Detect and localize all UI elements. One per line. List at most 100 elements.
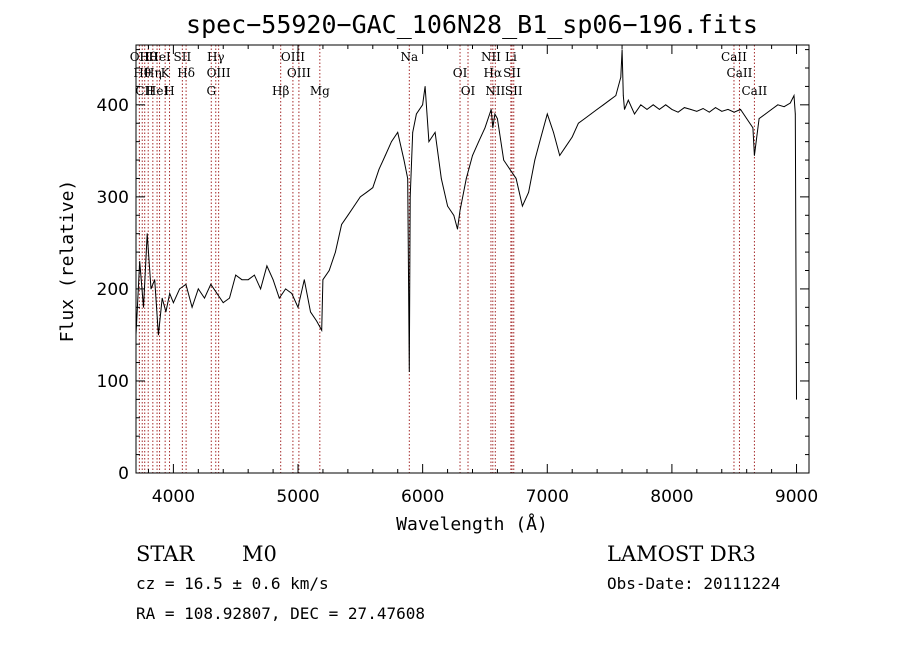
data-point [515, 178, 517, 179]
data-point [733, 111, 735, 113]
data-point [690, 109, 692, 110]
data-point [758, 118, 760, 120]
line-marker-label: SII [503, 66, 521, 80]
line-marker-label: CaII [721, 50, 747, 64]
data-point [341, 224, 343, 225]
line-marker-label: HeI [146, 84, 169, 98]
data-point [796, 398, 797, 400]
data-point [409, 196, 411, 198]
data-point [665, 104, 667, 106]
line-marker-label: OIII [207, 66, 231, 80]
y-tick-label: 400 [97, 96, 129, 116]
data-point [285, 288, 286, 290]
chart-title: spec−55920−GAC_106N28_B1_sp06−196.fits [186, 10, 758, 39]
data-point [478, 141, 480, 143]
data-point [789, 102, 791, 104]
data-point [490, 109, 492, 110]
line-marker-label: Hα [484, 66, 503, 80]
data-point [465, 178, 467, 179]
y-axis-label: Flux (relative) [57, 180, 78, 343]
data-point [253, 274, 255, 276]
data-point [272, 279, 274, 281]
data-point [584, 118, 586, 120]
line-marker-label: CaII [741, 84, 767, 98]
line-marker-label: OII [130, 50, 150, 64]
data-point [229, 297, 230, 299]
y-tick-label: 300 [97, 188, 129, 208]
line-marker-label: H [164, 84, 174, 98]
data-point [457, 228, 458, 230]
line-marker-label: NII [481, 50, 501, 64]
line-marker-label: Hδ [177, 66, 195, 80]
data-point [677, 111, 679, 113]
data-point [440, 178, 442, 179]
line-marker-label: Mg [310, 84, 330, 98]
data-point [794, 113, 796, 115]
data-point [191, 306, 193, 308]
data-point [540, 136, 542, 138]
data-point [503, 159, 505, 161]
line-marker-label: Li [505, 50, 517, 64]
data-point [428, 141, 430, 143]
data-point [494, 113, 496, 115]
x-axis-ticks: 4000 5000 6000 7000 8000 9000 [147, 45, 818, 507]
data-point [634, 113, 635, 115]
y-tick-label: 0 [118, 464, 129, 484]
data-point [534, 159, 536, 161]
data-point [609, 99, 610, 101]
data-point [146, 233, 148, 235]
data-point [553, 132, 554, 133]
data-point [565, 145, 567, 147]
data-point [721, 110, 723, 112]
data-point [521, 205, 523, 207]
line-marker-label: Hβ [272, 84, 289, 98]
data-point [150, 288, 152, 290]
x-tick-label: 7000 [526, 487, 569, 507]
data-point [652, 104, 654, 106]
object-class: STAR [136, 542, 195, 566]
data-point [216, 293, 218, 294]
data-point [322, 279, 324, 281]
data-point [640, 104, 642, 106]
data-point [278, 297, 280, 299]
x-tick-label: 6000 [401, 487, 444, 507]
data-point [777, 104, 779, 106]
line-marker-label: Na [400, 50, 418, 64]
data-point [622, 95, 624, 97]
data-point [316, 320, 318, 322]
line-marker-label: CII [135, 84, 154, 98]
data-point [169, 293, 171, 294]
data-point [602, 104, 604, 106]
line-marker-label: OIII [287, 66, 311, 80]
data-point [708, 111, 710, 113]
data-point [266, 265, 268, 267]
data-point [185, 283, 187, 285]
series-line [135, 49, 797, 400]
data-point [746, 118, 748, 120]
series-group [135, 49, 797, 400]
data-point [447, 205, 448, 207]
data-point [179, 288, 181, 290]
data-point [492, 127, 494, 129]
data-point [335, 251, 336, 253]
data-point [424, 86, 426, 87]
data-point [291, 293, 293, 294]
data-point [303, 279, 305, 281]
data-point [627, 99, 629, 101]
data-point [297, 306, 299, 308]
data-point [771, 109, 773, 110]
data-point [407, 178, 409, 179]
data-point [397, 132, 399, 133]
data-point [347, 214, 349, 216]
data-point [391, 141, 392, 143]
redshift-velocity: cz = 16.5 ± 0.6 km/s [136, 574, 329, 593]
data-point [158, 334, 159, 336]
plot-frame [135, 44, 810, 474]
data-point [165, 311, 167, 313]
data-point [621, 49, 623, 51]
data-point [453, 214, 455, 216]
data-point [366, 191, 367, 193]
line-marker-labels: OIIHθCIIHθHηHeIHeIKHSIIHδGHγOIIIHβOIIIOI… [130, 50, 768, 98]
survey-name: LAMOST DR3 [607, 542, 756, 566]
